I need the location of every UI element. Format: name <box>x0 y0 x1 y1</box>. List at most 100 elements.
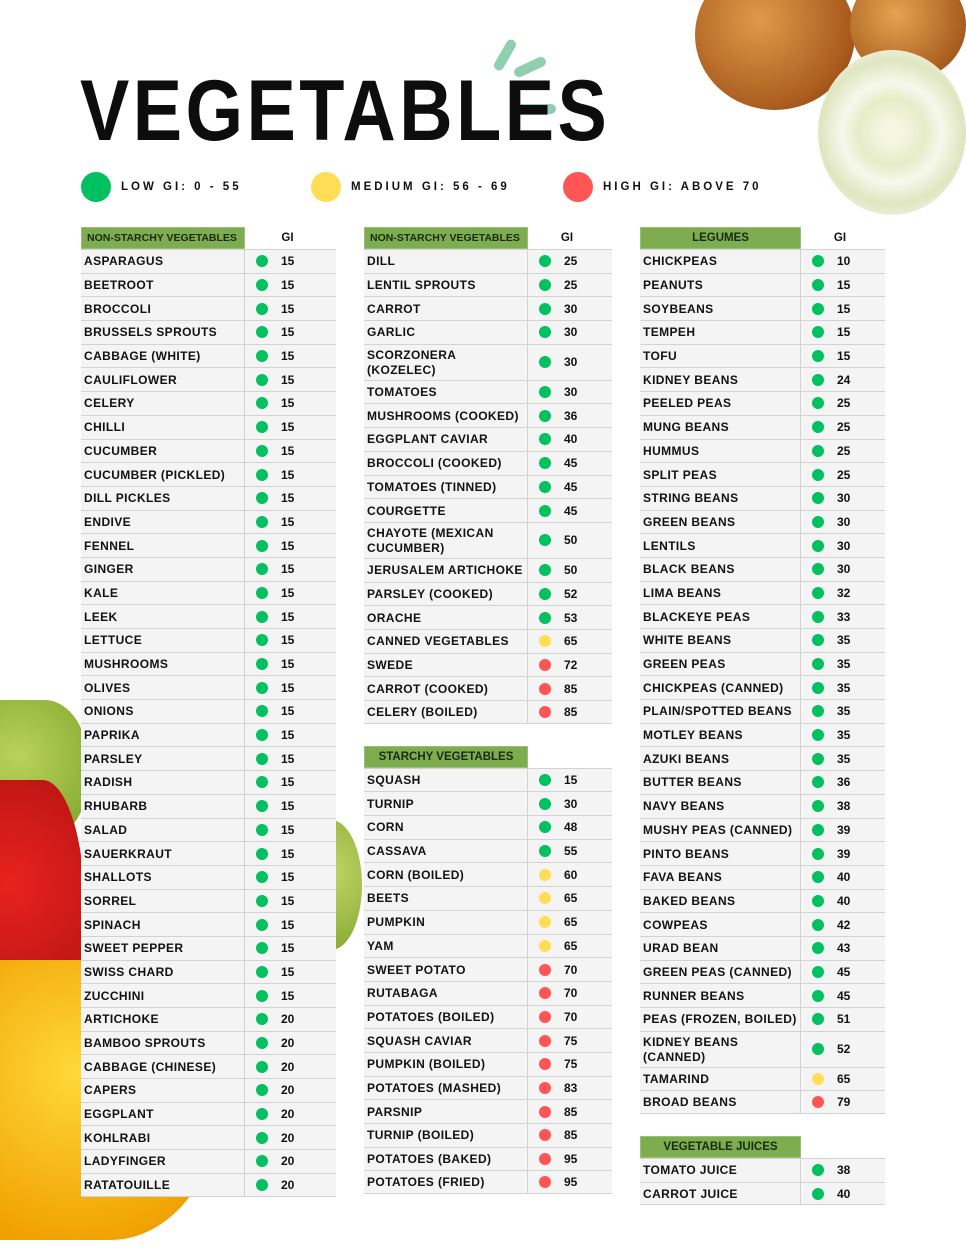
gi-value: 25 <box>564 278 578 293</box>
table-row: KIDNEY BEANS (CANNED) 52 <box>640 1030 885 1067</box>
gi-value: 35 <box>837 633 851 648</box>
low-gi-dot-icon <box>256 1084 268 1097</box>
table-row: POTATOES (BAKED) 95 <box>364 1146 612 1171</box>
vegetable-name: GREEN PEAS (CANNED) <box>640 960 801 984</box>
gi-value: 70 <box>564 962 578 977</box>
gi-value: 15 <box>281 657 295 672</box>
table-row: TOMATOES (TINNED) 45 <box>364 474 612 499</box>
vegetable-name: SHALLOTS <box>81 865 245 889</box>
green-dot-icon <box>81 172 111 202</box>
low-gi-dot-icon <box>812 776 824 789</box>
table-row: DILL PICKLES 15 <box>81 485 336 510</box>
vegetable-name: SQUASH CAVIAR <box>364 1029 528 1052</box>
low-gi-dot-icon <box>812 1187 824 1200</box>
gi-value: 65 <box>564 915 578 930</box>
table-row: LIMA BEANS 32 <box>640 580 885 605</box>
table-row: COURGETTE 45 <box>364 498 612 522</box>
table-row: BLACK BEANS 30 <box>640 556 885 581</box>
table-row: TOMATO JUICE 38 <box>640 1158 885 1182</box>
vegetable-name: SPLIT PEAS <box>640 463 801 486</box>
gi-value: 72 <box>564 657 578 672</box>
high-gi-dot-icon <box>539 1058 551 1071</box>
vegetable-name: CHILLI <box>81 415 245 439</box>
table-row: RADISH 15 <box>81 770 336 794</box>
low-gi-dot-icon <box>539 457 551 470</box>
vegetable-name: PAPRIKA <box>81 723 245 747</box>
table-row: MUNG BEANS 25 <box>640 414 885 439</box>
vegetable-name: PARSNIP <box>364 1100 528 1123</box>
high-gi-dot-icon <box>539 963 551 976</box>
vegetable-name: TEMPEH <box>640 321 801 344</box>
vegetable-name: RHUBARB <box>81 794 245 818</box>
low-gi-dot-icon <box>539 279 551 292</box>
gi-value: 79 <box>837 1095 851 1110</box>
table-row: CARROT (COOKED) 85 <box>364 676 612 700</box>
low-gi-dot-icon <box>812 515 824 528</box>
low-gi-dot-icon <box>256 776 268 789</box>
gi-value: 52 <box>564 586 578 601</box>
low-gi-dot-icon <box>256 255 268 268</box>
gi-value: 20 <box>281 1059 295 1074</box>
table-row: SCORZONERA (KOZELEC) 30 <box>364 343 612 380</box>
table-header: NON-STARCHY VEGETABLES GI <box>81 227 336 249</box>
vegetable-name: DILL PICKLES <box>81 486 245 510</box>
table-row: JERUSALEM ARTICHOKE 50 <box>364 557 612 582</box>
yellow-dot-icon <box>311 172 341 202</box>
gi-column-header: GI <box>560 232 574 244</box>
table-row: LADYFINGER 20 <box>81 1149 336 1173</box>
table-row: PARSNIP 85 <box>364 1099 612 1123</box>
low-gi-dot-icon <box>812 279 824 292</box>
table-row: COWPEAS 42 <box>640 912 885 936</box>
vegetable-name: EGGPLANT <box>81 1102 245 1126</box>
gi-value: 40 <box>837 893 851 908</box>
high-gi-dot-icon <box>539 658 551 671</box>
vegetable-name: SWEDE <box>364 653 528 677</box>
gi-value: 30 <box>564 325 578 340</box>
table-row: BEETS 65 <box>364 886 612 910</box>
gi-value: 43 <box>837 941 851 956</box>
low-gi-dot-icon <box>812 610 824 623</box>
vegetable-name: BLACK BEANS <box>640 557 801 581</box>
gi-value: 15 <box>281 680 295 695</box>
gi-value: 15 <box>281 514 295 529</box>
gi-value: 20 <box>281 1083 295 1098</box>
table-row: RHUBARB 15 <box>81 793 336 818</box>
vegetable-name: PEANUTS <box>640 273 801 297</box>
low-gi-dot-icon <box>539 255 551 268</box>
gi-value: 30 <box>564 385 578 400</box>
gi-value: 10 <box>837 254 851 269</box>
vegetable-name: COURGETTE <box>364 499 528 522</box>
table-row: CARROT JUICE 40 <box>640 1181 885 1206</box>
column-1: NON-STARCHY VEGETABLES GI ASPARAGUS 15 B… <box>81 227 336 1197</box>
gi-value: 20 <box>281 1154 295 1169</box>
category-title: NON-STARCHY VEGETABLES <box>81 227 245 249</box>
low-gi-dot-icon <box>256 373 268 386</box>
table-row: TOFU 15 <box>640 343 885 368</box>
page-title: VEGETABLES <box>80 63 611 159</box>
table-row: CAPERS 20 <box>81 1078 336 1102</box>
gi-value: 39 <box>837 846 851 861</box>
low-gi-dot-icon <box>812 729 824 742</box>
low-gi-dot-icon <box>539 821 551 834</box>
table-row: PEANUTS 15 <box>640 272 885 297</box>
low-gi-dot-icon <box>539 564 551 577</box>
vegetable-name: CORN (BOILED) <box>364 863 528 887</box>
table-row: EGGPLANT CAVIAR 40 <box>364 427 612 451</box>
low-gi-dot-icon <box>812 634 824 647</box>
gi-value: 38 <box>837 1163 851 1178</box>
table-row: LEEK 15 <box>81 604 336 628</box>
vegetable-name: TURNIP <box>364 792 528 816</box>
table-row: RUNNER BEANS 45 <box>640 983 885 1007</box>
table-row: CUCUMBER 15 <box>81 438 336 463</box>
low-gi-dot-icon <box>256 729 268 742</box>
gi-value: 25 <box>837 396 851 411</box>
gi-value: 15 <box>281 728 295 743</box>
vegetable-name: RUNNER BEANS <box>640 984 801 1007</box>
vegetable-name: SAUERKRAUT <box>81 842 245 865</box>
low-gi-dot-icon <box>539 587 551 600</box>
gi-value: 38 <box>837 799 851 814</box>
vegetable-name: FENNEL <box>81 534 245 557</box>
vegetable-name: NAVY BEANS <box>640 794 801 818</box>
vegetable-name: BLACKEYE PEAS <box>640 605 801 628</box>
table-row: STRING BEANS 30 <box>640 485 885 510</box>
